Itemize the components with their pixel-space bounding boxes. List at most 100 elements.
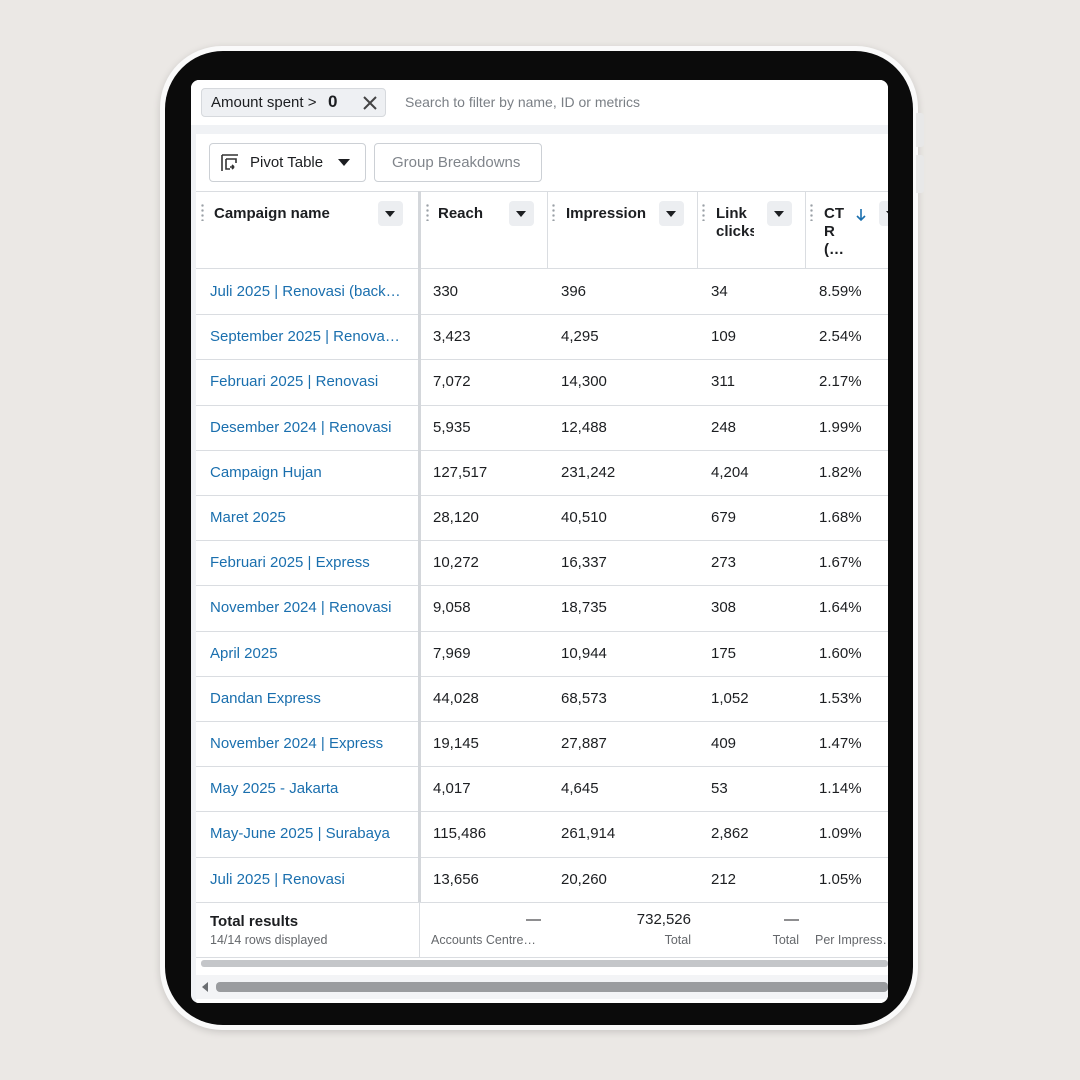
scrollbar[interactable]: [201, 959, 888, 967]
metric-cell: 4,017: [433, 780, 471, 798]
metric-cell: 4,645: [561, 780, 599, 798]
metric-cell: 5,935: [433, 418, 471, 436]
row-line: [196, 359, 888, 361]
drag-handle: [552, 203, 555, 221]
campaign-link[interactable]: Desember 2024 | Renovasi: [210, 418, 392, 436]
pivot-icon: [221, 154, 238, 171]
column-menu[interactable]: [879, 201, 888, 226]
metric-cell: 308: [711, 599, 737, 617]
metric-cell: 127,517: [433, 463, 488, 481]
drag-handle: [702, 203, 705, 221]
metric-cell: 19,145: [433, 735, 479, 752]
metric-cell: 44,028: [433, 689, 479, 707]
metric-cell: 248: [711, 418, 737, 436]
side-button: [916, 113, 924, 147]
search-input[interactable]: Search to filter by name, ID or metrics: [405, 94, 640, 110]
row-line: [196, 901, 888, 903]
group-button[interactable]: Group Breakdowns: [374, 143, 542, 182]
metric-cell: 1.68%: [819, 509, 862, 526]
metric-cell: 1.47%: [819, 735, 862, 752]
column-menu[interactable]: [767, 201, 792, 226]
pivot-caret: [338, 159, 350, 166]
row-line: [196, 495, 888, 496]
campaign-link[interactable]: Campaign Hujan: [210, 463, 322, 481]
campaign-link[interactable]: Februari 2025 | Express: [210, 554, 370, 572]
column-header[interactable]: Link clicks: [716, 205, 754, 240]
metric-cell: 3,423: [433, 328, 471, 346]
footer-value: 732,526: [636, 910, 691, 928]
footer-label: Accounts Centre…: [431, 932, 536, 947]
drag-handle: [201, 203, 204, 221]
metric-cell: 27,887: [561, 735, 607, 752]
column-menu[interactable]: [378, 201, 403, 226]
campaign-link[interactable]: November 2024 | Express: [210, 735, 384, 752]
column-header[interactable]: Campaign name: [214, 205, 330, 222]
pivot-label: Pivot Table: [250, 154, 324, 171]
column-menu[interactable]: [659, 201, 684, 226]
column-divider: [697, 191, 698, 268]
footer-label: Total: [772, 932, 799, 947]
column-divider: [805, 191, 806, 268]
campaign-link[interactable]: Juli 2025 | Renovasi: [210, 870, 345, 888]
metric-cell: 1.14%: [819, 780, 862, 798]
footer-value: —: [784, 910, 799, 928]
footer-bottom-line: [196, 956, 888, 958]
metric-cell: 115,486: [433, 825, 487, 843]
metric-cell: 1.09%: [819, 825, 862, 843]
campaign-link[interactable]: April 2025: [210, 644, 278, 662]
metric-cell: 1.99%: [819, 418, 862, 436]
metric-cell: 212: [711, 870, 737, 888]
footer-value: —: [526, 910, 541, 928]
campaign-link[interactable]: Maret 2025: [210, 509, 286, 526]
scroll-thumb[interactable]: [216, 981, 888, 992]
metric-cell: 8.59%: [819, 283, 862, 300]
metric-cell: 273: [711, 554, 737, 572]
footer-subtitle: 14/14 rows displayed: [210, 932, 328, 947]
metric-cell: 20,260: [561, 870, 607, 888]
column-header[interactable]: Impressions: [566, 205, 646, 222]
column-header[interactable]: CTR (…: [824, 205, 844, 258]
metric-cell: 679: [711, 509, 737, 526]
drag-handle: [810, 203, 813, 221]
metric-cell: 7,969: [433, 644, 471, 662]
campaign-link[interactable]: Februari 2025 | Renovasi: [210, 373, 379, 391]
metric-cell: 409: [711, 735, 737, 752]
column-divider: [547, 191, 548, 268]
metric-cell: 34: [711, 283, 728, 300]
metric-cell: 311: [711, 373, 735, 391]
chip-close[interactable]: [362, 95, 378, 111]
sort-arrow[interactable]: [855, 208, 867, 222]
filter-chip[interactable]: Amount spent > 0: [201, 88, 386, 117]
campaign-link[interactable]: May 2025 - Jakarta: [210, 780, 339, 798]
pivot-button[interactable]: Pivot Table: [209, 143, 366, 182]
campaign-link[interactable]: Dandan Express: [210, 689, 321, 707]
metric-cell: 2.54%: [819, 328, 862, 346]
metric-cell: 1,052: [711, 689, 749, 707]
metric-cell: 1.53%: [819, 689, 862, 707]
metric-cell: 231,242: [561, 463, 616, 481]
footer-divider: [419, 901, 420, 957]
metric-cell: 16,337: [561, 554, 607, 572]
campaign-link[interactable]: Juli 2025 | Renovasi (back…: [210, 283, 401, 300]
table-panel: Pivot Table Group Breakdowns Campaign na…: [196, 134, 888, 1003]
row-line: [196, 404, 888, 406]
metric-cell: 1.05%: [819, 870, 862, 888]
column-header[interactable]: Reach: [438, 205, 484, 222]
campaign-link[interactable]: November 2024 | Renovasi: [210, 599, 392, 617]
metric-cell: 28,120: [433, 509, 479, 526]
metric-cell: 13,656: [433, 870, 479, 888]
scroll-left[interactable]: [202, 981, 208, 992]
row-line: [196, 766, 888, 768]
campaign-link[interactable]: May-June 2025 | Surabaya: [210, 825, 390, 843]
column-menu[interactable]: [509, 201, 534, 226]
metric-cell: 14,300: [561, 373, 607, 391]
header-bottom-line: [196, 268, 888, 269]
metric-cell: 2,862: [711, 825, 749, 843]
metric-cell: 330: [433, 283, 459, 300]
metric-cell: 1.60%: [819, 644, 862, 662]
metric-cell: 1.82%: [819, 463, 862, 481]
row-line: [196, 585, 888, 587]
footer-label: Total: [664, 932, 691, 947]
campaign-link[interactable]: September 2025 | Renova…: [210, 328, 400, 346]
footer-title: Total results: [210, 912, 299, 930]
